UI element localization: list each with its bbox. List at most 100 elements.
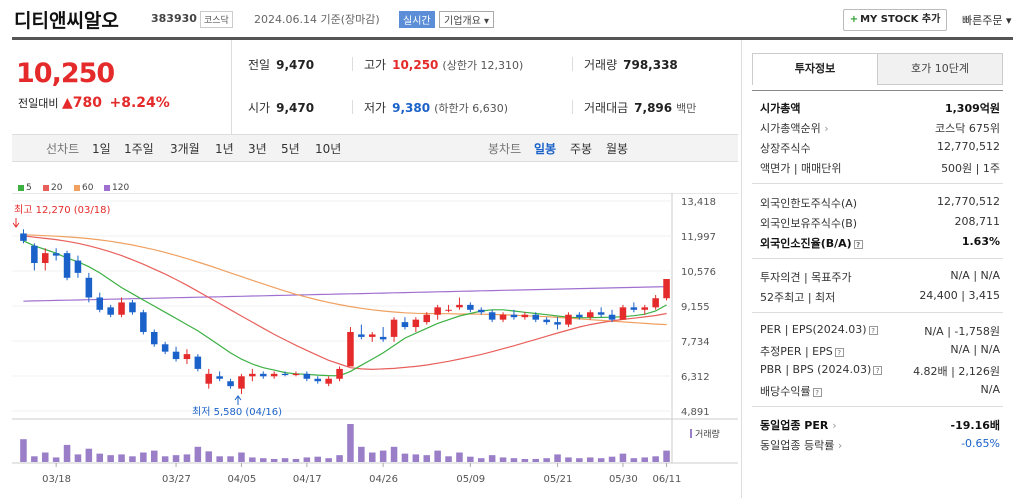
- candle-body: [434, 307, 441, 315]
- help-icon[interactable]: ?: [834, 347, 844, 357]
- period-3m[interactable]: 3개월: [170, 142, 200, 156]
- change-amount: 780: [72, 95, 102, 111]
- period-1d[interactable]: 1일: [92, 142, 111, 156]
- volume-label: 거래량: [584, 58, 618, 72]
- candle-chart-label[interactable]: 봉차트: [488, 142, 522, 156]
- period-3y[interactable]: 3년: [248, 142, 267, 156]
- change-label: 전일대비: [18, 97, 59, 110]
- 52week-label: 52주최고 | 최저: [760, 291, 836, 304]
- volume-bar: [401, 453, 409, 462]
- candle-body: [445, 309, 452, 311]
- volume-bar: [205, 451, 213, 462]
- candle-body: [118, 302, 125, 315]
- volume-bar: [172, 455, 180, 462]
- candle-body: [292, 373, 300, 376]
- volume-bar: [554, 454, 561, 462]
- volume-bar: [467, 456, 474, 462]
- y-tick-label: 9,155: [681, 302, 710, 313]
- up-arrow-icon: [234, 395, 242, 405]
- realtime-button[interactable]: 실시간: [399, 11, 435, 28]
- volume-bar: [336, 455, 343, 462]
- amount-value: 7,896: [634, 101, 673, 115]
- low-price: 저가 9,380 (하한가 6,630): [364, 99, 508, 116]
- candle-daily[interactable]: 일봉: [534, 142, 557, 156]
- price-chart[interactable]: 13,418 11,997 10,576 9,155 7,734 6,312 4,891 거래…: [12, 193, 738, 498]
- legend-label: 60: [82, 183, 94, 193]
- volume-bar: [303, 457, 311, 462]
- volume-bar: [488, 455, 496, 462]
- high-value: 10,250: [392, 58, 439, 72]
- ma-line-ma60: [23, 234, 667, 326]
- info-tabs: 투자정보 호가 10단계: [752, 53, 1003, 85]
- quick-order-dropdown[interactable]: 빠른주문 ▾: [962, 14, 1012, 27]
- company-overview-dropdown[interactable]: 기업개요 ▾: [439, 11, 494, 28]
- foreign-limit-label: 외국인한도주식수(A): [760, 197, 858, 210]
- candle-body: [20, 233, 27, 241]
- candle-body: [358, 334, 365, 337]
- line-chart-label[interactable]: 선차트: [46, 142, 80, 156]
- divider: [352, 100, 353, 114]
- candle-body: [423, 314, 431, 323]
- amount-label: 거래대금: [584, 101, 629, 115]
- volume-label: 거래량: [695, 428, 720, 440]
- legend-label: 5: [26, 183, 32, 193]
- x-tick-label: 04/17: [293, 474, 322, 485]
- volume-bar: [347, 424, 354, 462]
- add-my-stock-label: MY STOCK 추가: [860, 14, 941, 25]
- ma-line-ma5: [23, 240, 667, 377]
- divider: [352, 57, 353, 71]
- volume-bar: [586, 457, 594, 462]
- period-1y[interactable]: 1년: [215, 142, 234, 156]
- market-cap-value: 1,309억원: [944, 102, 1000, 115]
- candle-body: [216, 376, 223, 379]
- header-divider: [12, 37, 1013, 40]
- help-icon[interactable]: ?: [868, 325, 878, 335]
- volume-bar: [259, 458, 267, 462]
- volume-bar: [314, 456, 322, 462]
- candle-monthly[interactable]: 월봉: [606, 142, 629, 156]
- tab-order-book[interactable]: 호가 10단계: [877, 53, 1003, 85]
- opinion-label: 투자의견 | 목표주가: [760, 271, 852, 284]
- volume-bar: [20, 439, 27, 462]
- divider: [752, 312, 1003, 313]
- period-10y[interactable]: 10년: [315, 142, 342, 156]
- foreign-limit-value: 12,770,512: [937, 195, 1000, 208]
- help-icon[interactable]: ?: [853, 239, 863, 249]
- divider: [752, 90, 1003, 91]
- candle-body: [183, 354, 191, 360]
- y-tick-label: 4,891: [681, 407, 710, 418]
- help-icon[interactable]: ?: [812, 387, 822, 397]
- market-badge: 코스닥: [200, 11, 233, 28]
- period-5y[interactable]: 5년: [281, 142, 300, 156]
- add-my-stock-button[interactable]: + MY STOCK 추가: [843, 9, 947, 31]
- candle-body: [85, 277, 93, 298]
- par-value-value: 500원 | 1주: [941, 162, 1000, 175]
- volume-bar: [358, 446, 365, 462]
- volume-bar: [499, 457, 507, 462]
- est-per-text: 추정PER | EPS: [760, 345, 833, 358]
- candle-body: [456, 304, 463, 308]
- tab-investment-info[interactable]: 투자정보: [752, 53, 878, 85]
- candle-body: [347, 331, 354, 367]
- low-value: 9,380: [392, 101, 431, 115]
- candle-body: [249, 373, 256, 377]
- help-icon[interactable]: ?: [873, 365, 883, 375]
- candle-body: [576, 314, 583, 318]
- listed-shares-value: 12,770,512: [937, 140, 1000, 153]
- candle-body: [641, 307, 649, 310]
- chevron-right-icon: ›: [832, 419, 837, 432]
- volume-bar: [292, 458, 300, 462]
- volume-bar: [510, 458, 518, 462]
- candle-weekly[interactable]: 주봉: [570, 142, 593, 156]
- volume-bar: [183, 454, 191, 462]
- legend-ma20: 20: [43, 183, 62, 193]
- industry-per-text: 동일업종 PER: [760, 419, 829, 432]
- open-value: 9,470: [276, 101, 315, 115]
- candle-body: [270, 373, 278, 377]
- volume-bar: [227, 456, 234, 462]
- industry-change-value: -0.65%: [961, 437, 1000, 450]
- period-1w[interactable]: 1주일: [124, 142, 154, 156]
- change-percent: +8.24%: [109, 95, 170, 111]
- foreign-holding-value: 208,711: [954, 215, 1001, 228]
- volume-bar: [368, 452, 376, 462]
